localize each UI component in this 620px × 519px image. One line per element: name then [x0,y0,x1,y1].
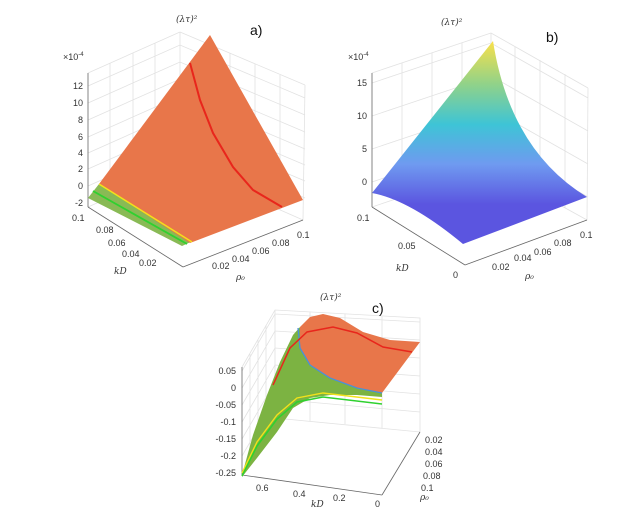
z-tick-label: 15 [357,78,367,88]
curve-blue-c [297,327,383,394]
rho-tick-label: 0.04 [514,253,532,263]
z-tick-label: 0 [78,181,83,191]
z-tick-label: -2 [75,198,83,208]
panel-label-c: c) [372,300,384,316]
kd-tick-label: 0.04 [122,249,140,259]
rho-tick-label: 0.08 [272,238,290,248]
rho-tick-label: 0.06 [425,459,443,469]
z-scale-b: ×10-4 [348,52,369,62]
kd-tick-label: 0.6 [256,483,269,493]
z-tick-label: 5 [362,144,367,154]
rho-tick-label: 0.04 [425,447,443,457]
kd-tick-label: 0.02 [139,258,157,268]
rho-tick-label: 0.02 [212,261,230,271]
rho-tick-label: 0.06 [534,247,552,257]
z-tick-label: 0 [362,177,367,187]
kd-axis-c [241,474,383,496]
rho-tick-label: 0.1 [421,483,434,493]
z-tick-label: -0.25 [215,468,236,478]
kd-tick-label: 0.05 [398,241,416,251]
z-scale-a: ×10-4 [63,52,84,62]
rho-tick-label: 0.02 [492,262,510,272]
z-tick-label: -0.1 [220,417,236,427]
curve-red-c [272,326,413,386]
surface-c [300,314,420,393]
rho-tick-label: 0.1 [297,230,310,240]
ticks-b: 15 10 5 0 0.1 0.05 0 0.02 0.040.060.08 0.1 [357,78,593,280]
z-tick-label: 12 [73,81,83,91]
kd-tick-label: 0 [453,270,458,280]
z-tick-label: 8 [78,115,83,125]
xlabel-b: ρ₀ [524,272,534,282]
title-b: (λτ)² [441,17,463,28]
kd-tick-label: 0.4 [293,489,306,499]
z-tick-label: 0.05 [218,366,236,376]
rho-tick-label: 0.02 [425,435,443,445]
negative-region-c [242,327,382,477]
ylabel-c: kD [311,500,324,510]
rho-axis-a [182,219,304,268]
kd-axis-b [371,206,466,266]
z-tick-label: 0 [231,383,236,393]
surface-a [99,35,303,243]
kd-tick-label: 0.1 [72,213,85,223]
curve-green-c [241,396,383,477]
z-tick-label: 10 [357,111,367,121]
z-tick-label: 2 [78,164,83,174]
curve-yellow-c [241,392,383,474]
rho-tick-label: 0.1 [580,230,593,240]
rho-tick-label: 0.08 [554,238,572,248]
kd-tick-label: 0.06 [108,238,126,248]
kd-tick-label: 0.2 [333,493,346,503]
ylabel-b: kD [396,264,409,274]
kd-tick-label: 0.08 [96,225,114,235]
kd-axis-a [87,206,184,268]
xlabel-c: ρ₀ [419,493,429,503]
kd-tick-label: 0.1 [357,213,370,223]
title-c: (λτ)² [320,292,342,303]
curve-red-a [189,62,283,208]
ticks-c: 0.05 0 -0.05 -0.1 -0.15 -0.2 -0.25 0.6 0.4 0.2 0 0.… [215,366,442,509]
z-tick-label: 10 [73,98,83,108]
panel-label-b: b) [546,29,558,45]
rho-tick-label: 0.04 [232,254,250,264]
surface-b [372,41,587,244]
curve-yellow-a [98,183,193,243]
negative-region-a [88,184,195,246]
panel-label-a: a) [250,22,262,38]
z-tick-label: 4 [78,148,83,158]
z-tick-label: -0.05 [215,400,236,410]
rho-tick-label: 0.06 [252,246,270,256]
rho-tick-label: 0.08 [423,471,441,481]
z-tick-label: -0.2 [220,451,236,461]
z-tick-label: 6 [78,132,83,142]
curve-green-a [92,190,188,245]
ylabel-a: kD [114,267,127,277]
panel-c: 0.05 0 -0.05 -0.1 -0.15 -0.2 -0.25 0.6 0.4 0.2 0 0.… [215,292,442,510]
z-tick-label: -0.15 [215,434,236,444]
title-a: (λτ)² [176,14,198,25]
rho-axis-c [381,431,421,496]
kd-tick-label: 0 [375,499,380,509]
rho-axis-b [464,219,588,266]
xlabel-a: ρ₀ [235,273,245,283]
